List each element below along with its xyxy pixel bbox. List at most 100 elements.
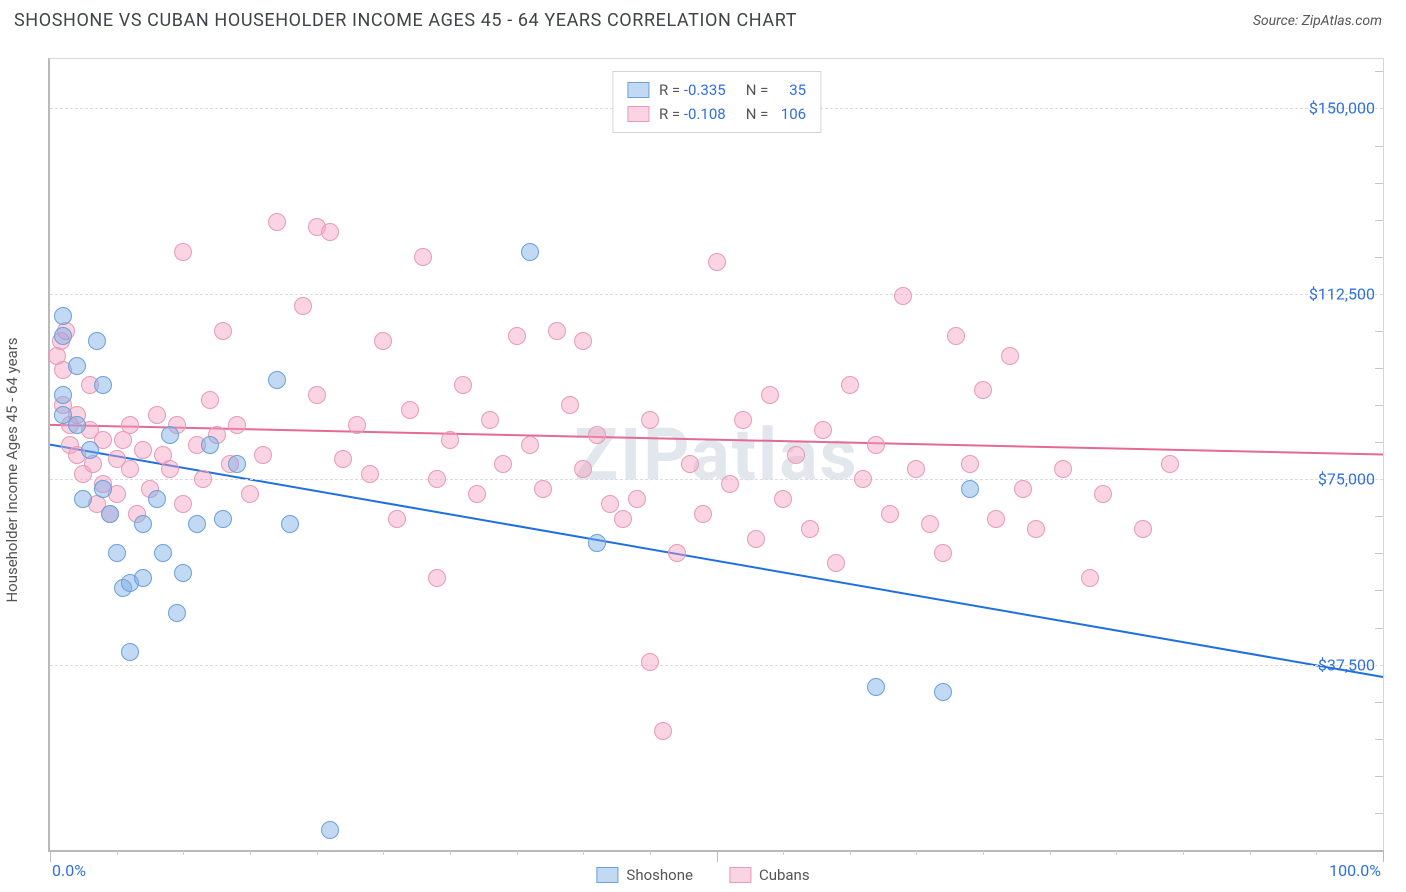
legend-row-shoshone: R = -0.335 N = 35 [627,78,806,102]
scatter-point-cubans [574,460,592,478]
scatter-point-cubans [294,297,312,315]
y-minor-tick [1375,368,1383,369]
scatter-point-cubans [668,544,686,562]
n-value-cubans: 106 [772,102,806,126]
y-minor-tick [1375,776,1383,777]
scatter-point-cubans [641,411,659,429]
scatter-point-cubans [1094,485,1112,503]
scatter-point-cubans [921,515,939,533]
x-minor-tick [250,850,251,855]
x-minor-tick [1183,850,1184,855]
scatter-point-cubans [401,401,419,419]
scatter-point-shoshone [321,821,339,839]
x-minor-tick [1250,850,1251,855]
y-minor-tick [1375,71,1383,72]
scatter-point-cubans [428,569,446,587]
gridline [50,294,1383,295]
scatter-point-cubans [468,485,486,503]
scatter-point-cubans [241,485,259,503]
y-tick-label: $37,500 [1318,655,1375,674]
scatter-point-shoshone [154,544,172,562]
x-minor-tick [383,850,384,855]
r-value-cubans: -0.108 [684,105,726,123]
y-minor-tick [1375,220,1383,221]
x-minor-tick [983,850,984,855]
scatter-point-cubans [134,441,152,459]
x-minor-tick [183,850,184,855]
scatter-point-cubans [774,490,792,508]
y-minor-tick [1375,331,1383,332]
scatter-point-cubans [1161,455,1179,473]
source-label: Source: ZipAtlas.com [1253,13,1382,29]
scatter-point-shoshone [268,371,286,389]
scatter-point-cubans [214,322,232,340]
legend-label-cubans: Cubans [759,866,810,884]
scatter-point-cubans [694,505,712,523]
scatter-point-cubans [934,544,952,562]
y-minor-tick [1375,702,1383,703]
chart-title: SHOSHONE VS CUBAN HOUSEHOLDER INCOME AGE… [14,10,797,31]
swatch-icon [596,867,618,883]
scatter-point-cubans [881,505,899,523]
x-label-right: 100.0% [1329,861,1381,880]
scatter-point-shoshone [867,678,885,696]
legend-label-shoshone: Shoshone [626,866,693,884]
x-minor-tick [916,850,917,855]
scatter-point-shoshone [121,643,139,661]
scatter-point-cubans [494,455,512,473]
scatter-point-cubans [321,223,339,241]
scatter-point-shoshone [81,441,99,459]
x-label-left: 0.0% [52,861,86,880]
scatter-point-shoshone [134,515,152,533]
n-value-shoshone: 35 [772,78,806,102]
x-minor-tick [117,850,118,855]
scatter-point-shoshone [168,604,186,622]
scatter-point-cubans [814,421,832,439]
scatter-point-shoshone [134,569,152,587]
chart-container: Householder Income Ages 45 - 64 years ZI… [0,48,1406,892]
x-minor-tick [850,850,851,855]
scatter-point-cubans [121,416,139,434]
scatter-point-cubans [521,436,539,454]
scatter-point-cubans [548,322,566,340]
x-minor-tick [1316,850,1317,855]
scatter-point-shoshone [148,490,166,508]
x-minor-tick [450,850,451,855]
scatter-point-cubans [254,446,272,464]
scatter-point-cubans [654,722,672,740]
scatter-point-cubans [334,450,352,468]
trend-line-cubans [50,425,1383,455]
scatter-point-shoshone [934,683,952,701]
scatter-point-cubans [734,411,752,429]
scatter-point-cubans [508,327,526,345]
plot-area: ZIPatlas R = -0.335 N = 35 R = -0.108 N … [48,58,1384,852]
scatter-point-cubans [867,436,885,454]
scatter-point-shoshone [161,426,179,444]
scatter-point-shoshone [68,416,86,434]
legend-item-shoshone: Shoshone [596,866,693,884]
gridline [50,665,1383,666]
swatch-cubans [627,106,649,122]
scatter-point-shoshone [108,544,126,562]
scatter-point-cubans [601,495,619,513]
swatch-shoshone [627,82,649,98]
scatter-point-shoshone [54,307,72,325]
scatter-point-cubans [854,470,872,488]
y-minor-tick [1375,257,1383,258]
scatter-point-shoshone [214,510,232,528]
scatter-point-cubans [961,455,979,473]
scatter-point-cubans [348,416,366,434]
scatter-point-cubans [228,416,246,434]
scatter-point-cubans [708,253,726,271]
y-axis-title: Householder Income Ages 45 - 64 years [3,337,21,602]
scatter-point-cubans [268,213,286,231]
y-minor-tick [1375,405,1383,406]
scatter-point-cubans [374,332,392,350]
scatter-point-cubans [481,411,499,429]
scatter-point-cubans [894,287,912,305]
correlation-legend: R = -0.335 N = 35 R = -0.108 N = 106 [612,71,821,133]
series-legend: Shoshone Cubans [596,866,809,884]
scatter-point-shoshone [961,480,979,498]
scatter-point-shoshone [201,436,219,454]
y-minor-tick [1375,553,1383,554]
